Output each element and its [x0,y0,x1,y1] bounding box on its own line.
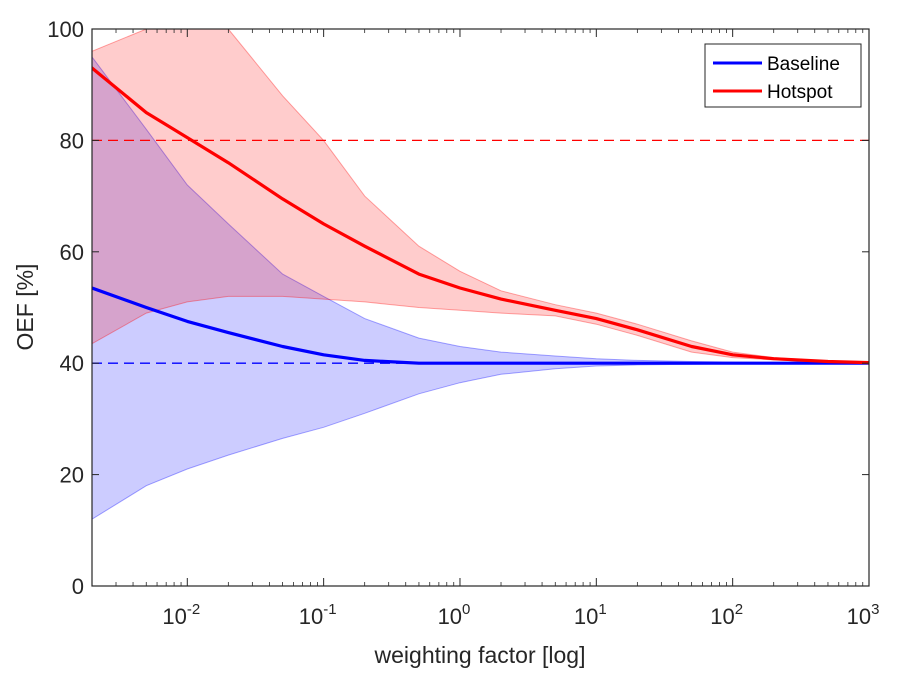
plot-frame [91,28,870,587]
x-tick-label: 10-2 [162,601,200,629]
x-axis-label: weighting factor [log] [374,642,586,668]
legend-box [704,43,862,108]
y-tick-label: 100 [47,17,84,42]
y-axis-label: OEF [%] [12,264,38,351]
x-tick-label: 102 [710,601,743,629]
line-baseline [92,286,869,365]
legend: Baseline Hotspot [704,43,862,108]
y-tick-label: 0 [72,574,84,599]
y-tick-label: 20 [60,463,84,488]
x-tick-label: 101 [574,601,607,629]
y-tick-label: 40 [60,351,84,376]
x-tick-label: 10-1 [299,601,337,629]
y-tick-label: 60 [60,240,84,265]
x-tick-label: 103 [847,601,880,629]
x-tick-label: 100 [438,601,471,629]
band-hotspot [92,29,869,364]
line-hotspot [92,66,869,365]
plot-area [92,29,869,586]
legend-label-hotspot: Hotspot [767,82,833,103]
y-tick-label: 80 [60,128,84,153]
legend-label-baseline: Baseline [767,54,840,75]
